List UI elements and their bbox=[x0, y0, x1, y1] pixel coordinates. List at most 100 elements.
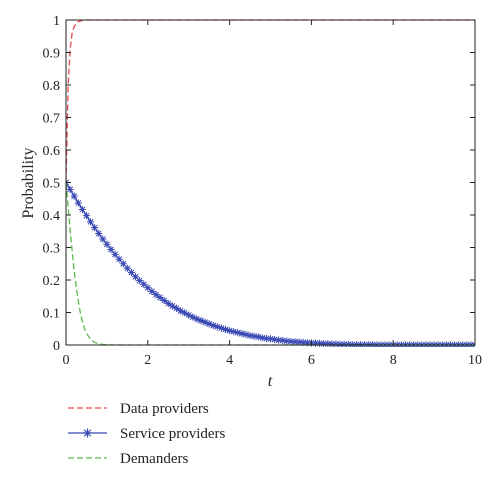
series-2-marker bbox=[205, 320, 213, 328]
legend-item-3: Demanders bbox=[68, 451, 188, 467]
series-2-marker bbox=[74, 199, 82, 207]
y-tick-label: 0.7 bbox=[43, 112, 61, 127]
series-2-marker bbox=[152, 291, 160, 299]
series-2-marker bbox=[283, 337, 291, 345]
series-2-marker bbox=[287, 337, 295, 346]
x-tick-label: 2 bbox=[144, 353, 151, 368]
series-2-marker bbox=[156, 293, 164, 302]
series-2-marker bbox=[160, 296, 168, 305]
series-2-marker bbox=[164, 299, 172, 307]
series-2-marker bbox=[103, 240, 111, 248]
y-tick-label: 0.4 bbox=[43, 209, 61, 224]
x-tick-label: 10 bbox=[468, 353, 482, 368]
series-2-marker bbox=[185, 311, 193, 319]
legend-item-1: Data providers bbox=[68, 401, 209, 417]
series-2-marker bbox=[217, 324, 226, 332]
legend-marker-2 bbox=[83, 428, 92, 438]
series-2-marker bbox=[328, 340, 336, 347]
y-axis-label: Probability bbox=[20, 147, 37, 218]
series-2-line bbox=[66, 182, 475, 346]
series-2-marker bbox=[250, 332, 258, 340]
series-2-marker bbox=[275, 336, 283, 344]
series-2-marker bbox=[172, 304, 181, 312]
series-2-marker bbox=[131, 273, 140, 281]
series-2-marker bbox=[95, 229, 103, 238]
y-tick-label: 0.1 bbox=[43, 307, 61, 322]
series-2-marker bbox=[119, 260, 127, 268]
series-2-marker bbox=[91, 224, 99, 232]
series-2-marker bbox=[226, 327, 234, 335]
series-2-marker bbox=[295, 338, 303, 346]
series-2-marker bbox=[82, 212, 91, 220]
series-2-marker bbox=[78, 205, 86, 214]
legend-label-3: Demanders bbox=[120, 451, 188, 467]
series-3-line bbox=[66, 182, 475, 346]
series-2-marker bbox=[332, 340, 340, 347]
y-tick-label: 1 bbox=[53, 14, 60, 29]
series-2-marker bbox=[262, 334, 271, 343]
series-1-group bbox=[66, 19, 475, 183]
series-2-marker bbox=[324, 340, 332, 347]
series-2-marker bbox=[221, 325, 230, 333]
series-3-group bbox=[66, 182, 475, 346]
series-2-marker bbox=[127, 268, 136, 277]
legend-label-2: Service providers bbox=[120, 426, 226, 442]
series-2-group bbox=[66, 178, 475, 347]
y-tick-label: 0.9 bbox=[43, 47, 61, 62]
series-2-marker bbox=[189, 313, 197, 321]
x-tick-label: 8 bbox=[390, 353, 397, 368]
series-2-marker bbox=[246, 331, 254, 340]
series-2-marker bbox=[168, 302, 176, 310]
plot-layer bbox=[66, 19, 475, 347]
y-tick-label: 0.6 bbox=[43, 144, 61, 159]
series-2-marker bbox=[242, 331, 250, 339]
series-2-marker bbox=[86, 218, 95, 226]
series-2-marker bbox=[266, 335, 275, 343]
series-2-marker bbox=[230, 328, 238, 336]
y-tick-label: 0.8 bbox=[43, 79, 61, 94]
series-2-marker bbox=[209, 321, 217, 330]
series-2-marker bbox=[111, 250, 119, 258]
series-2-marker bbox=[123, 264, 131, 272]
series-2-marker bbox=[258, 334, 266, 342]
series-2-marker bbox=[238, 330, 246, 338]
series-2-marker bbox=[107, 245, 115, 254]
series-2-marker bbox=[136, 277, 144, 285]
legend-label-1: Data providers bbox=[120, 401, 209, 417]
y-tick-label: 0.2 bbox=[43, 274, 61, 289]
y-tick-label: 0.3 bbox=[43, 242, 61, 257]
series-2-marker bbox=[291, 338, 299, 346]
legend: Data providers Service providers Demanders bbox=[68, 401, 226, 467]
series-2-marker bbox=[144, 284, 152, 292]
series-2-marker bbox=[197, 317, 205, 325]
y-tick-label: 0.5 bbox=[43, 177, 61, 192]
axes-layer: 0 2 4 6 8 10 0 0.1 0.2 0.3 0.4 0.5 0.6 0.7 0.8 0.9 1 bbox=[43, 14, 483, 368]
series-2-marker bbox=[311, 339, 320, 347]
series-2-marker bbox=[213, 323, 221, 331]
plot-frame bbox=[65, 19, 476, 346]
x-tick-label: 0 bbox=[63, 353, 70, 368]
series-2-marker bbox=[99, 235, 107, 243]
series-2-marker bbox=[303, 339, 311, 347]
x-tick-label: 4 bbox=[226, 353, 233, 368]
series-2-marker bbox=[115, 255, 123, 263]
series-2-marker bbox=[148, 287, 156, 295]
series-2-marker bbox=[270, 335, 279, 344]
x-axis-label: t bbox=[268, 373, 273, 390]
series-1-line bbox=[66, 19, 475, 183]
series-2-marker bbox=[201, 318, 209, 326]
series-2-marker bbox=[315, 339, 324, 347]
series-2-marker bbox=[299, 338, 307, 346]
y-tick-label: 0 bbox=[53, 339, 60, 354]
series-2-marker bbox=[66, 185, 74, 193]
series-2-marker bbox=[140, 280, 148, 288]
series-2-marker bbox=[176, 307, 185, 315]
series-2-marker bbox=[254, 333, 262, 341]
series-2-marker bbox=[320, 340, 328, 347]
series-2-marker bbox=[279, 336, 287, 345]
series-2-marker bbox=[193, 315, 201, 323]
series-2-marker bbox=[70, 192, 78, 200]
x-tick-label: 6 bbox=[308, 353, 315, 368]
